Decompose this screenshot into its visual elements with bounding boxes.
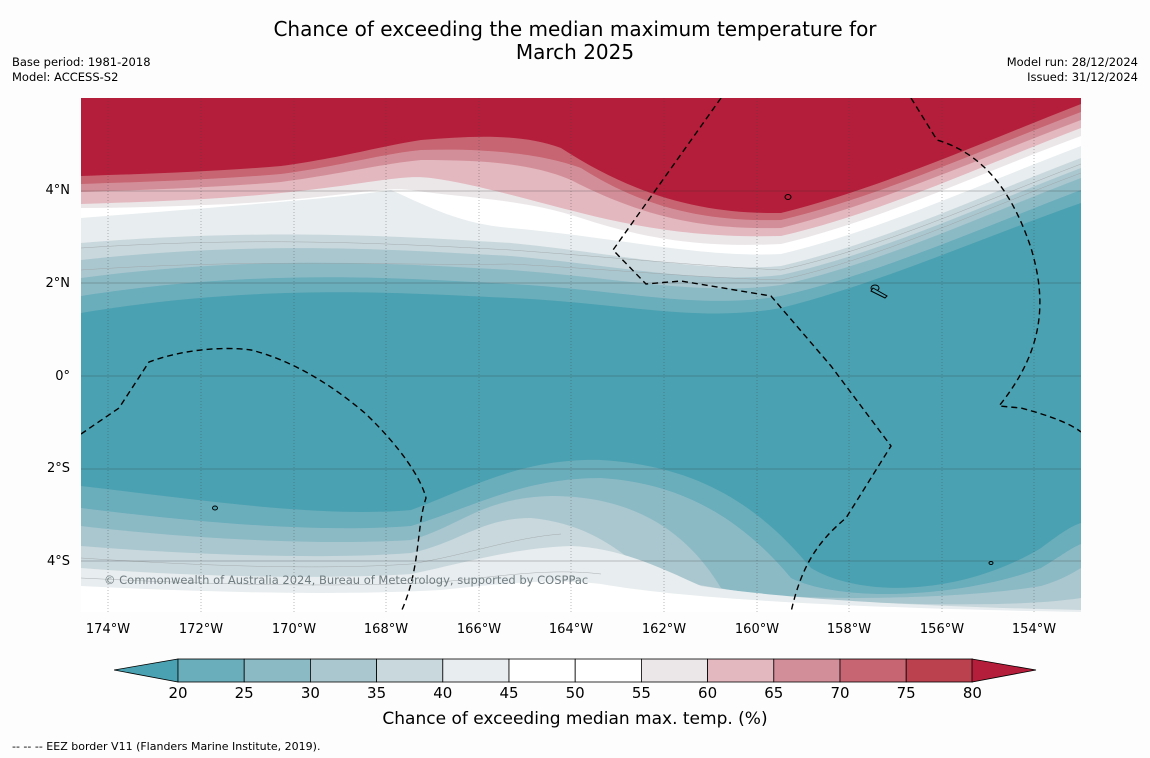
band-south-50 (81, 581, 1081, 612)
map-title: Chance of exceeding the median maximum t… (0, 18, 1150, 64)
lat-label-2s: 2°S (46, 461, 70, 476)
colorbar-cell (243, 658, 311, 683)
eez-borders (81, 98, 1081, 612)
meta-right: Model run: 28/12/2024 Issued: 31/12/2024 (1007, 55, 1138, 85)
colorbar-tick-label: 30 (300, 684, 320, 702)
colorbar-extend-low (113, 658, 179, 683)
contour-lines (81, 163, 1081, 586)
colorbar (113, 658, 1038, 688)
colorbar-cell (905, 658, 973, 683)
title-line-1: Chance of exceeding the median maximum t… (273, 17, 877, 41)
lon-label-154w: 154°W (1011, 622, 1057, 637)
lon-label-162w: 162°W (641, 622, 687, 637)
copyright-notice: © Commonwealth of Australia 2024, Bureau… (104, 573, 589, 587)
colorbar-tick-label: 60 (698, 684, 718, 702)
colorbar-cell (376, 658, 444, 683)
colorbar-tick-label: 35 (367, 684, 387, 702)
islands (212, 194, 994, 565)
base-period: Base period: 1981-2018 (12, 55, 151, 69)
lon-label-174w: 174°W (85, 622, 131, 637)
colorbar-cell (641, 658, 709, 683)
colorbar-label: Chance of exceeding median max. temp. (%… (382, 709, 768, 729)
model-name: Model: ACCESS-S2 (12, 70, 119, 84)
colorbar-tick-label: 20 (168, 684, 188, 702)
lat-label-4n: 4°N (45, 183, 71, 198)
colorbar-cell (309, 658, 377, 683)
lat-label-0: 0° (55, 369, 70, 384)
colorbar-cell (839, 658, 907, 683)
lon-label-172w: 172°W (178, 622, 224, 637)
lon-label-166w: 166°W (456, 622, 502, 637)
lon-label-158w: 158°W (826, 622, 872, 637)
colorbar-cell (508, 658, 576, 683)
lon-label-156w: 156°W (919, 622, 965, 637)
model-run: Model run: 28/12/2024 (1006, 55, 1138, 69)
lat-label-4s: 4°S (46, 554, 70, 569)
lon-label-168w: 168°W (363, 622, 409, 637)
colorbar-extend-high (971, 658, 1037, 683)
meta-left: Base period: 1981-2018 Model: ACCESS-S2 (12, 55, 151, 85)
colorbar-svg (113, 658, 1037, 683)
lon-label-170w: 170°W (271, 622, 317, 637)
issued-date: Issued: 31/12/2024 (1027, 70, 1138, 84)
colorbar-tick-label: 75 (896, 684, 916, 702)
colorbar-tick-label: 40 (433, 684, 453, 702)
colorbar-tick-label: 45 (499, 684, 519, 702)
eez-legend-note: -- -- -- EEZ border V11 (Flanders Marine… (12, 740, 321, 753)
band-north-80 (81, 98, 1081, 214)
lon-label-160w: 160°W (734, 622, 780, 637)
lat-gridlines (81, 190, 1081, 562)
colorbar-tick-label: 70 (830, 684, 850, 702)
map-panel (81, 98, 1081, 612)
colorbar-tick-label: 80 (962, 684, 982, 702)
colorbar-tick-label: 55 (631, 684, 651, 702)
lon-label-164w: 164°W (548, 622, 594, 637)
colorbar-tick-label: 65 (764, 684, 784, 702)
colorbar-cell (177, 658, 245, 683)
colorbar-tick-label: 50 (565, 684, 585, 702)
colorbar-tick-label: 25 (234, 684, 254, 702)
title-line-2: March 2025 (515, 40, 635, 64)
colorbar-cell (442, 658, 510, 683)
colorbar-cell (574, 658, 642, 683)
map-svg (81, 98, 1081, 612)
colorbar-cells (177, 658, 973, 683)
colorbar-cell (773, 658, 841, 683)
lat-label-2n: 2°N (45, 276, 71, 291)
colorbar-cell (707, 658, 775, 683)
